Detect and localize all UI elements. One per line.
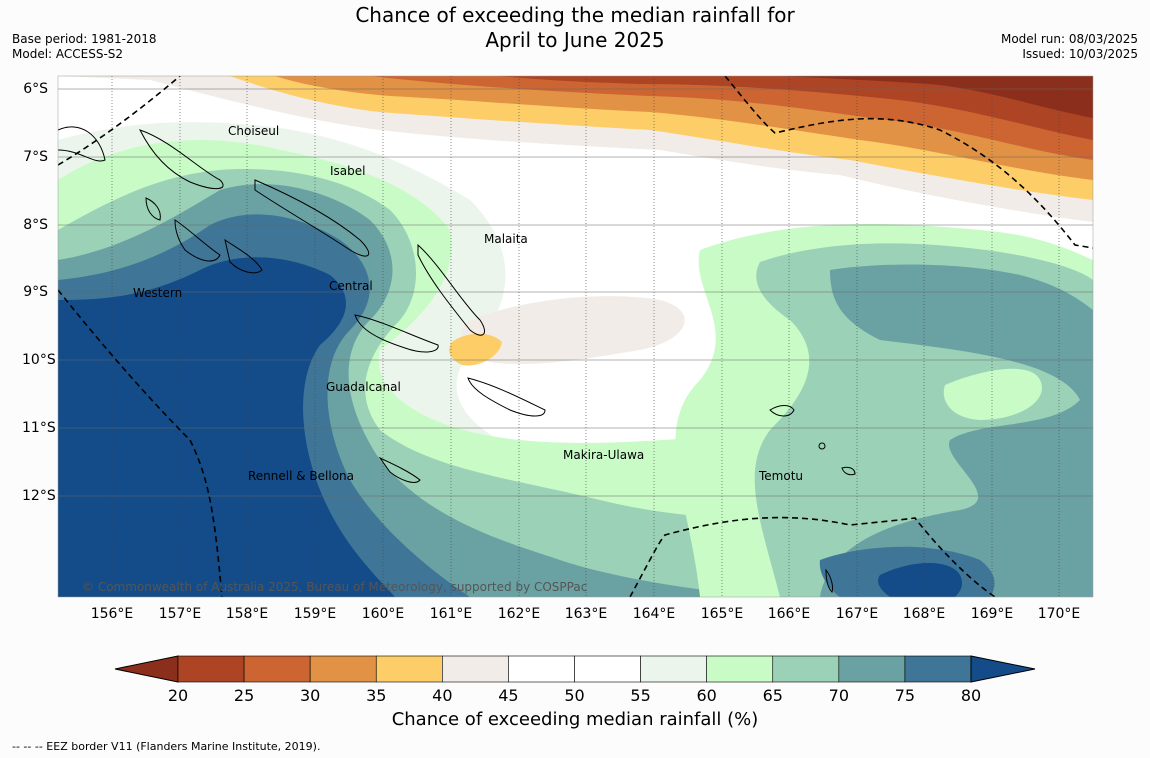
model-text: Model: ACCESS-S2 [12, 47, 124, 61]
place-label-central: Central [329, 279, 373, 293]
colorbar-box [706, 655, 774, 683]
band-85-west [58, 257, 395, 597]
colorbar [114, 655, 1036, 683]
title-line-1: Chance of exceeding the median rainfall … [355, 3, 795, 27]
band-85-east [878, 562, 963, 597]
colorbar-tick-label: 55 [630, 686, 651, 705]
lon-label-164e: 164°E [632, 606, 676, 622]
lat-label-9s: 9°S [23, 284, 48, 300]
lon-label-169e: 169°E [970, 606, 1014, 622]
band-65-east-inner [943, 368, 1042, 420]
lat-label-12s: 12°S [22, 488, 56, 504]
lon-label-162e: 162°E [497, 606, 541, 622]
colorbar-title: Chance of exceeding median rainfall (%) [391, 709, 759, 730]
place-label-makira-ulawa: Makira-Ulawa [563, 448, 644, 462]
model-run-text: Model run: 08/03/2025 [1000, 32, 1138, 46]
colorbar-tick-label: 35 [366, 686, 387, 705]
band-75-east [820, 264, 1093, 597]
colorbar-tick-label: 70 [828, 686, 849, 705]
lat-label-8s: 8°S [23, 217, 48, 233]
lat-label-11s: 11°S [22, 420, 56, 436]
band-40-central [449, 333, 502, 366]
lon-label-157e: 157°E [158, 606, 202, 622]
colorbar-tick-label: 25 [233, 686, 255, 705]
place-label-western: Western [133, 286, 182, 300]
chart-title: Chance of exceeding the median rainfall … [0, 3, 1150, 53]
lon-label-159e: 159°E [293, 606, 337, 622]
colorbar-box [772, 655, 840, 683]
place-label-temotu: Temotu [758, 469, 803, 483]
place-label-isabel: Isabel [330, 164, 365, 178]
issued-text: Issued: 10/03/2025 [1022, 47, 1138, 61]
colorbar-tick-label: 75 [894, 686, 916, 705]
lon-label-167e: 167°E [835, 606, 879, 622]
band-25 [500, 76, 1093, 140]
lat-label-10s: 10°S [22, 352, 56, 368]
lon-label-161e: 161°E [429, 606, 473, 622]
copyright-text: © Commonwealth of Australia 2025, Bureau… [82, 580, 588, 594]
colorbar-tick-label: 60 [696, 686, 717, 705]
lat-label-7s: 7°S [23, 149, 48, 165]
lon-label-166e: 166°E [767, 606, 811, 622]
run-info: Model run: 08/03/2025 Issued: 10/03/2025 [1001, 32, 1138, 62]
colorbar-arrow-high [970, 655, 1036, 683]
place-label-choiseul: Choiseul [228, 124, 279, 138]
colorbar-arrow-low [114, 655, 179, 683]
coastlines [58, 126, 856, 593]
colorbar-boxes [177, 655, 972, 683]
colorbar-box [243, 655, 311, 683]
colorbar-box [574, 655, 641, 683]
band-20 [780, 76, 1093, 118]
colorbar-tick-label: 50 [564, 686, 585, 705]
eez-legend-note: -- -- -- EEZ border V11 (Flanders Marine… [12, 740, 321, 753]
colorbar-box [640, 655, 707, 683]
colorbar-tick-label: 80 [960, 686, 982, 705]
lon-label-165e: 165°E [700, 606, 744, 622]
colorbar-box [508, 655, 575, 683]
colorbar-box [177, 655, 245, 683]
colorbar-tick-label: 45 [498, 686, 519, 705]
lon-label-168e: 168°E [902, 606, 946, 622]
colorbar-tick-label: 40 [432, 686, 453, 705]
base-info: Base period: 1981-2018 Model: ACCESS-S2 [12, 32, 157, 62]
lon-label-156e: 156°E [90, 606, 134, 622]
colorbar-tick-label: 65 [762, 686, 783, 705]
lat-label-6s: 6°S [23, 81, 48, 97]
base-period-text: Base period: 1981-2018 [12, 32, 157, 46]
band-45-central [461, 296, 685, 365]
place-label-guadalcanal: Guadalcanal [326, 380, 401, 394]
colorbar-box [838, 655, 906, 683]
place-label-malaita: Malaita [484, 232, 528, 246]
map-frame [57, 75, 1094, 598]
lon-label-158e: 158°E [225, 606, 269, 622]
lon-label-160e: 160°E [361, 606, 405, 622]
colorbar-box [309, 655, 377, 683]
colorbar-tick-label: 30 [299, 686, 321, 705]
colorbar-box [904, 655, 972, 683]
place-label-rennell-bellona: Rennell & Bellona [248, 469, 354, 483]
eez-borders [58, 76, 1093, 597]
colorbar-tick-label: 20 [167, 686, 189, 705]
parallels [58, 88, 1093, 497]
colorbar-box [442, 655, 509, 683]
colorbar-box [375, 655, 443, 683]
contour-fill: Choiseul Isabel Malaita Western Central … [58, 76, 1093, 597]
lon-label-170e: 170°E [1037, 606, 1081, 622]
title-line-2: April to June 2025 [485, 28, 665, 52]
lon-label-163e: 163°E [564, 606, 608, 622]
